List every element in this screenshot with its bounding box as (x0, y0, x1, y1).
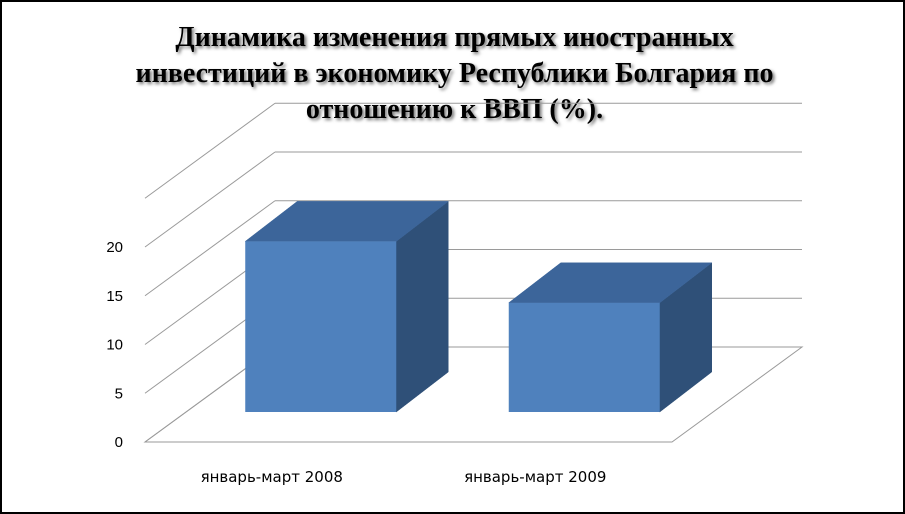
y-tick-label-1: 5 (115, 385, 123, 402)
x-tick-label-1: январь-март 2009 (464, 468, 606, 486)
gridline-side-4 (144, 151, 276, 248)
x-tick-label-0: январь-март 2008 (201, 468, 343, 486)
gridline-side-3 (144, 200, 276, 297)
y-tick-label-4: 20 (106, 239, 123, 256)
gridline-side-top (144, 102, 276, 199)
y-tick-label-3: 15 (106, 288, 123, 305)
y-tick-label-0: 0 (115, 434, 123, 451)
y-tick-label-2: 10 (106, 337, 123, 354)
bar-0 (245, 241, 397, 412)
chart-title: Динамика изменения прямых иностранных ин… (135, 22, 774, 125)
bar-1 (508, 302, 660, 412)
chart-floor (143, 346, 804, 443)
